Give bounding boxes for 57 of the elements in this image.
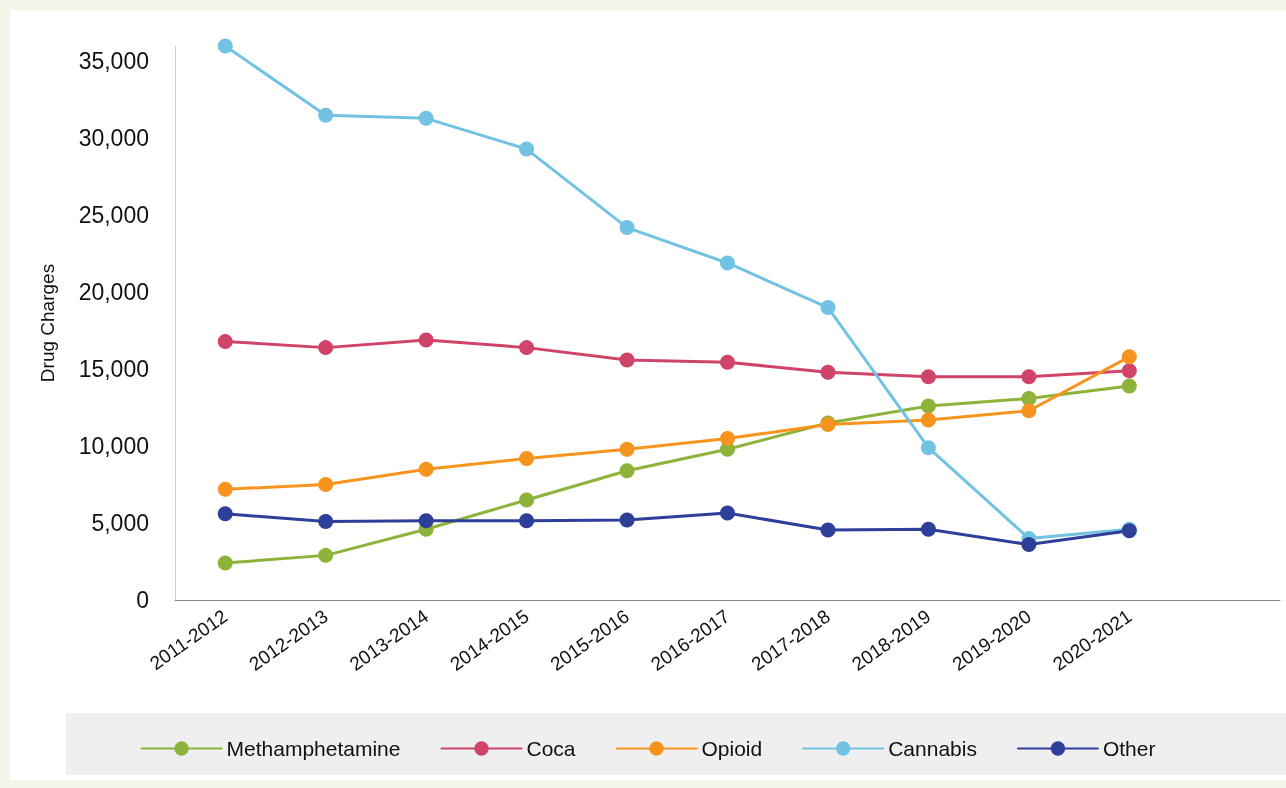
y-tick-label: 35,000 [78, 48, 149, 75]
point [619, 441, 635, 457]
point [820, 364, 836, 380]
legend-label: Coca [526, 737, 576, 760]
point [519, 450, 535, 466]
point [318, 547, 334, 563]
point [619, 352, 635, 368]
point [217, 333, 233, 349]
point [920, 398, 936, 414]
point [619, 512, 635, 528]
point [1021, 537, 1037, 553]
point [820, 300, 836, 316]
legend-label: Methamphetamine [226, 737, 401, 760]
y-tick-label: 30,000 [78, 125, 149, 152]
y-tick-label: 15,000 [78, 356, 149, 383]
point [1021, 390, 1037, 406]
y-tick-label: 20,000 [78, 279, 149, 306]
point [217, 38, 233, 54]
point [519, 492, 535, 508]
y-tick-label: 5,000 [91, 510, 149, 537]
point [217, 555, 233, 571]
legend-label: Opioid [701, 737, 763, 760]
point [418, 110, 434, 126]
point [1121, 349, 1137, 365]
point [720, 255, 735, 271]
point [720, 505, 735, 521]
point [1121, 363, 1137, 379]
point [217, 506, 233, 522]
point [217, 481, 233, 497]
point [318, 107, 334, 123]
y-tick-label: 25,000 [78, 202, 149, 229]
point [720, 430, 735, 446]
point [619, 220, 635, 236]
point [920, 521, 936, 537]
point [1021, 369, 1037, 385]
legend-label: Cannabis [888, 737, 977, 760]
point [519, 340, 535, 356]
point [619, 463, 635, 479]
point [318, 340, 334, 356]
y-tick-label: 0 [136, 587, 149, 613]
point [418, 332, 434, 348]
point [1021, 403, 1037, 419]
point [920, 440, 936, 456]
point [1121, 378, 1137, 394]
point [519, 141, 535, 157]
point [318, 514, 334, 530]
point [418, 513, 434, 529]
legend-label: Other [1102, 737, 1156, 760]
point [318, 477, 334, 493]
point [519, 513, 535, 529]
point [920, 412, 936, 428]
point [920, 369, 936, 385]
point [720, 354, 735, 370]
point [418, 461, 434, 477]
point [820, 522, 836, 538]
y-axis-title: Drug Charges [37, 263, 58, 383]
y-tick-label: 10,000 [78, 433, 149, 460]
